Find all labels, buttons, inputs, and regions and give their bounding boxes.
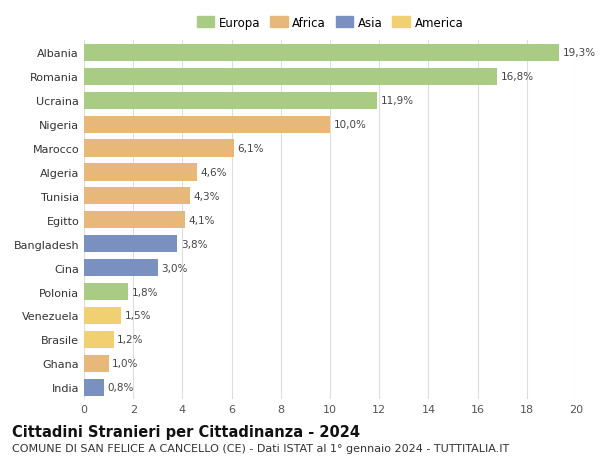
Bar (84, 235, 178, 253)
Bar (84, 355, 109, 372)
Text: 6,1%: 6,1% (238, 144, 264, 154)
Bar (84, 68, 497, 86)
Bar (84, 259, 158, 277)
Bar (84, 379, 104, 396)
Text: 16,8%: 16,8% (501, 72, 534, 82)
Text: 1,0%: 1,0% (112, 358, 139, 369)
Bar (84, 283, 128, 301)
Text: 4,6%: 4,6% (201, 168, 227, 178)
Text: 11,9%: 11,9% (380, 96, 413, 106)
Text: 0,8%: 0,8% (107, 382, 134, 392)
Text: 19,3%: 19,3% (562, 48, 596, 58)
Text: COMUNE DI SAN FELICE A CANCELLO (CE) - Dati ISTAT al 1° gennaio 2024 - TUTTITALI: COMUNE DI SAN FELICE A CANCELLO (CE) - D… (12, 443, 509, 453)
Text: 4,1%: 4,1% (188, 215, 215, 225)
Bar (84, 140, 234, 157)
Bar (84, 45, 559, 62)
Bar (84, 331, 113, 348)
Bar (84, 212, 185, 229)
Bar (84, 164, 197, 181)
Text: 4,3%: 4,3% (193, 191, 220, 202)
Bar (84, 92, 377, 110)
Text: 1,2%: 1,2% (117, 335, 144, 345)
Text: 3,8%: 3,8% (181, 239, 208, 249)
Bar (84, 116, 330, 134)
Text: 10,0%: 10,0% (334, 120, 367, 130)
Bar (84, 188, 190, 205)
Bar (84, 307, 121, 325)
Legend: Europa, Africa, Asia, America: Europa, Africa, Asia, America (194, 14, 466, 32)
Text: 1,8%: 1,8% (132, 287, 158, 297)
Text: 1,5%: 1,5% (125, 311, 151, 321)
Text: Cittadini Stranieri per Cittadinanza - 2024: Cittadini Stranieri per Cittadinanza - 2… (12, 425, 360, 440)
Text: 3,0%: 3,0% (161, 263, 188, 273)
